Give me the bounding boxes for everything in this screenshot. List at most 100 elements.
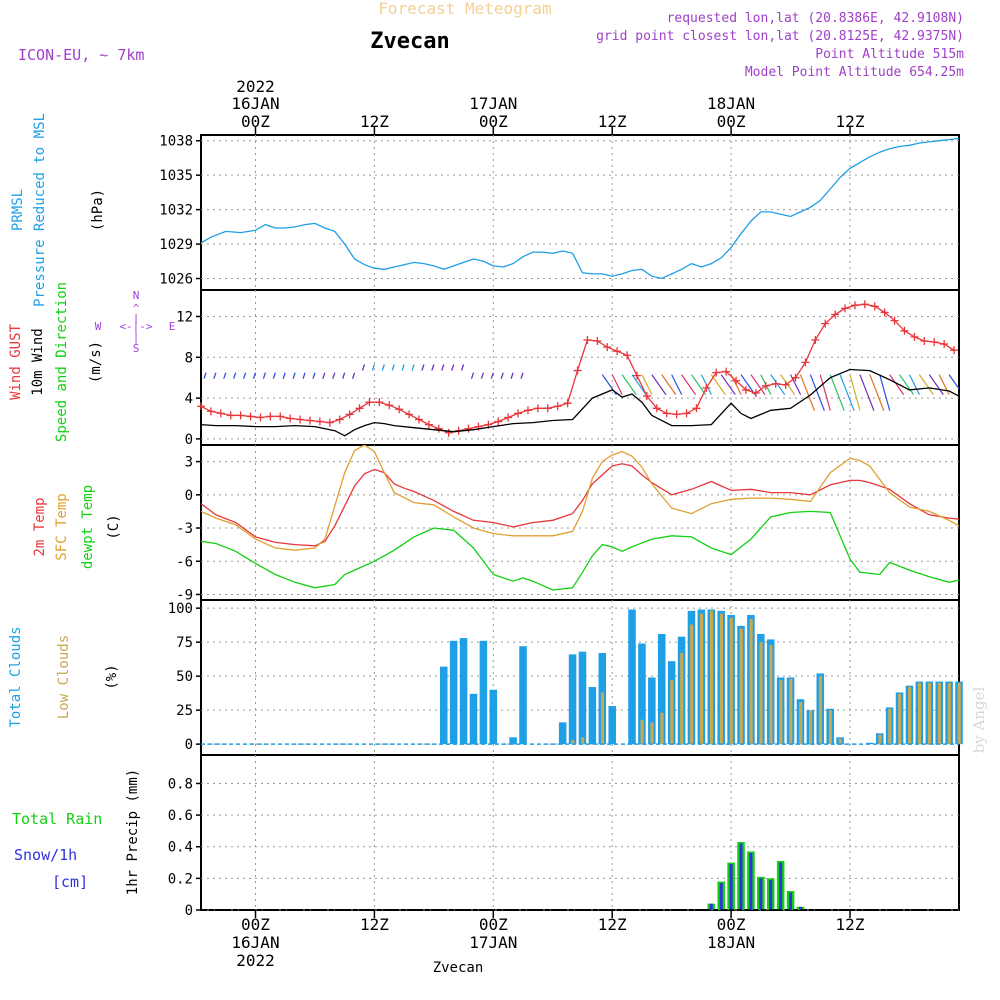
top-time-label: 00Z: [241, 112, 270, 131]
bar-low-clouds: [699, 613, 704, 745]
bar-snow: [739, 843, 743, 910]
gust-marker: [900, 326, 909, 335]
y-tick-label: 1032: [159, 203, 193, 219]
svg-text:|: |: [133, 331, 140, 344]
gust-marker: [424, 420, 433, 429]
bar-low-clouds: [571, 740, 575, 745]
gust-marker: [305, 416, 314, 425]
y-tick-label: 0: [185, 432, 193, 448]
gust-marker: [642, 392, 651, 401]
bar-low-clouds: [600, 692, 605, 745]
gust-marker: [910, 332, 919, 341]
panel-frame: [200, 289, 960, 446]
bar-low-clouds: [680, 653, 684, 745]
gust-marker: [761, 381, 770, 390]
bar-total-clouds: [449, 640, 458, 745]
gust-marker: [682, 409, 691, 418]
gust-marker: [732, 376, 741, 385]
wind-arrow: [441, 364, 445, 371]
gust-marker: [395, 405, 404, 414]
gust-marker: [880, 308, 889, 317]
gust-marker: [652, 404, 661, 413]
bar-low-clouds: [888, 708, 892, 745]
bar-low-clouds: [808, 710, 813, 745]
wind-arrow: [651, 374, 667, 395]
panel-label: PRMSL: [10, 189, 26, 231]
top-time-label: 16JAN: [231, 94, 279, 113]
wind-arrow: [391, 364, 395, 371]
wind-arrow: [312, 372, 316, 379]
gust-marker: [672, 410, 681, 419]
wind-arrow: [819, 374, 831, 411]
y-tick-label: 1029: [159, 237, 193, 253]
bar-total-clouds: [459, 638, 468, 745]
wind-arrow: [740, 374, 756, 395]
wind-arrow: [421, 364, 425, 371]
bar-low-clouds: [927, 682, 932, 745]
wind-arrow: [490, 372, 494, 379]
series-prmsl: [201, 137, 959, 280]
wind-arrow: [431, 364, 435, 371]
wind-arrow: [223, 372, 227, 379]
requested-coords: requested lon,lat (20.8386E, 42.9108N): [667, 11, 964, 26]
wind-arrow: [401, 364, 405, 371]
bottom-time-label: 12Z: [836, 915, 865, 934]
panel-label: 2m Temp: [32, 497, 48, 556]
bar-low-clouds: [917, 682, 922, 745]
bar-low-clouds: [739, 628, 743, 745]
y-tick-label: -3: [176, 521, 193, 537]
compass-e: E: [169, 320, 176, 333]
panel-wind: 0 4 8 12 Wind GUST 10m Wind Speed and Directio…: [8, 282, 960, 448]
svg-text:|: |: [133, 312, 140, 325]
gust-marker: [543, 404, 552, 413]
series-dewpt: [201, 510, 959, 591]
top-time-label: 12Z: [360, 112, 389, 131]
gust-marker: [315, 417, 324, 426]
y-tick-label: 3: [185, 455, 193, 471]
panel-pressure: 1026 1029 1032 1035 1038 PRMSL Pressure Reduce…: [10, 113, 960, 307]
gust-marker: [296, 415, 305, 424]
panel-label: (hPa): [90, 189, 106, 231]
panel-label: SFC Temp: [54, 493, 70, 560]
gust-marker: [405, 410, 414, 419]
y-tick-label: 0: [185, 903, 193, 919]
bar-low-clouds: [898, 693, 902, 745]
gust-marker: [860, 300, 869, 309]
bar-low-clouds: [759, 642, 763, 745]
panel-label: Snow/1h: [14, 846, 77, 864]
wind-arrow: [799, 374, 816, 411]
bar-low-clouds: [660, 712, 664, 745]
gust-marker: [930, 338, 939, 347]
y-tick-label: 4: [185, 391, 193, 407]
gust-marker: [920, 336, 929, 345]
wind-arrow: [928, 374, 944, 395]
bottom-time-label: 12Z: [360, 915, 389, 934]
compass-s: S: [133, 342, 140, 355]
bar-low-clouds: [670, 680, 674, 745]
wind-arrow: [322, 372, 326, 379]
bar-low-clouds: [650, 722, 654, 745]
model-name: ICON-EU, ~ 7km: [18, 46, 144, 64]
gust-marker: [692, 404, 701, 413]
top-time-label: 12Z: [836, 112, 865, 131]
wind-arrow: [470, 372, 475, 379]
wind-arrow: [671, 374, 683, 395]
wind-arrow: [302, 372, 306, 379]
bar-snow: [769, 879, 773, 910]
y-tick-label: 75: [176, 635, 193, 651]
wind-arrow: [918, 374, 934, 395]
gust-marker: [603, 343, 612, 352]
y-tick-label: -6: [176, 554, 193, 570]
gust-marker: [523, 406, 532, 415]
gust-marker: [583, 335, 592, 344]
panel-label: (m/s): [88, 341, 104, 383]
gust-marker: [365, 398, 374, 407]
wind-arrow: [809, 374, 825, 411]
bar-total-clouds: [469, 693, 478, 745]
series-wind10m: [201, 368, 959, 437]
bar-low-clouds: [729, 617, 733, 745]
gust-marker: [256, 413, 265, 422]
wind-arrow: [282, 372, 286, 379]
gust-marker: [414, 415, 423, 424]
wind-arrow: [948, 374, 959, 390]
